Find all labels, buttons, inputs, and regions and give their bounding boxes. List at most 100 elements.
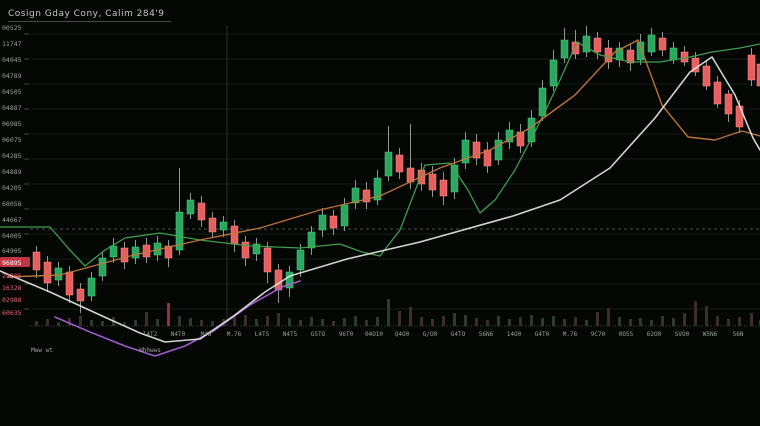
y-axis-price-chip-label: 96895 xyxy=(2,259,22,267)
volume-bar xyxy=(738,317,741,326)
y-axis-label: 44667 xyxy=(2,216,22,224)
y-axis-label: 06075 xyxy=(2,136,22,144)
candle-up xyxy=(494,139,503,161)
y-axis-label: 04505 xyxy=(2,88,22,96)
candle-down xyxy=(32,251,41,271)
volume-bar xyxy=(255,319,258,326)
volume-bar xyxy=(398,311,401,326)
candle-up xyxy=(318,214,327,231)
candle-down xyxy=(208,217,217,233)
candle-down xyxy=(120,247,129,263)
y-axis-label: 29205 xyxy=(2,272,22,280)
volume-bar xyxy=(354,316,357,326)
chart-title: Cosign Gday Cony, Calim 284'9 xyxy=(8,9,171,22)
volume-bar xyxy=(683,313,686,326)
candle-up xyxy=(219,221,228,231)
candle-down xyxy=(747,54,756,81)
x-axis-label: Whhwws xyxy=(139,347,161,354)
volume-bar xyxy=(365,320,368,326)
volume-bar xyxy=(101,321,104,326)
x-axis-label: Q4O0 xyxy=(395,331,410,338)
volume-bar xyxy=(178,316,181,326)
volume-bar xyxy=(629,319,632,326)
candle-up xyxy=(373,177,382,201)
candle-up xyxy=(307,231,316,249)
volume-bar xyxy=(145,312,148,326)
x-axis-label: L4T5 xyxy=(255,331,270,338)
x-axis-label: 9C70 xyxy=(591,331,606,338)
volume-bar xyxy=(200,320,203,326)
candle-up xyxy=(450,164,459,193)
candle-down xyxy=(756,63,760,87)
candle-up xyxy=(98,257,107,277)
candle-up xyxy=(285,271,294,289)
x-axis-label: l4T2 xyxy=(143,331,158,338)
candle-down xyxy=(395,154,404,173)
volume-bar xyxy=(750,313,753,326)
candle-down xyxy=(329,215,338,229)
volume-bar xyxy=(716,316,719,326)
y-axis-label: 06985 xyxy=(2,120,22,128)
x-axis-label: 56N xyxy=(733,331,744,338)
x-axis-label: N4T0 xyxy=(171,331,186,338)
candle-up xyxy=(87,277,96,297)
candle-down xyxy=(76,288,85,302)
ma-white-line xyxy=(0,56,760,343)
volume-bar xyxy=(321,319,324,326)
candle-down xyxy=(164,245,173,259)
volume-bar xyxy=(156,319,159,326)
x-axis-label: M.76 xyxy=(563,331,578,338)
ma-green-line xyxy=(0,41,760,267)
volume-bar xyxy=(727,319,730,326)
candle-up xyxy=(647,34,656,53)
candle-down xyxy=(263,247,272,273)
volume-bar xyxy=(266,316,269,326)
candle-down xyxy=(230,225,239,245)
x-axis-label: 62O0 xyxy=(647,331,662,338)
x-axis-label: M4W xyxy=(201,331,212,338)
candle-down xyxy=(735,105,744,128)
candle-down xyxy=(43,261,52,284)
volume-bar xyxy=(486,320,489,326)
volume-bar xyxy=(244,315,247,326)
candle-down xyxy=(658,37,667,51)
candle-down xyxy=(197,202,206,221)
candle-up xyxy=(109,245,118,258)
ma-purple-line xyxy=(54,280,301,357)
volume-bar xyxy=(563,319,566,326)
volume-bar xyxy=(277,313,280,326)
y-axis-label: 04889 xyxy=(2,168,22,176)
volume-bar xyxy=(464,315,467,326)
y-axis-label: 04789 xyxy=(2,72,22,80)
volume-bar xyxy=(650,320,653,326)
volume-bar xyxy=(552,316,555,326)
volume-bar xyxy=(453,313,456,326)
volume-bar xyxy=(475,318,478,326)
candle-up xyxy=(560,39,569,59)
volume-bar xyxy=(497,316,500,326)
candle-down xyxy=(571,41,580,55)
volume-bar xyxy=(376,317,379,326)
volume-bar xyxy=(409,307,412,326)
candle-up xyxy=(636,41,645,61)
candle-up xyxy=(296,249,305,271)
price-chip xyxy=(0,257,30,267)
candle-down xyxy=(516,131,525,147)
volume-bar xyxy=(310,317,313,326)
x-axis-label: G4T0 xyxy=(535,331,550,338)
volume-bar xyxy=(607,308,610,326)
candle-down xyxy=(362,189,371,203)
y-axis-label: 60635 xyxy=(2,309,22,317)
candle-down xyxy=(702,65,711,87)
candle-up xyxy=(527,117,536,143)
volume-bar xyxy=(694,301,697,326)
volume-bar xyxy=(387,299,390,326)
volume-bar xyxy=(661,316,664,326)
volume-bar xyxy=(167,303,170,326)
candle-down xyxy=(713,81,722,105)
y-axis-label: 04045 xyxy=(2,56,22,64)
volume-bar xyxy=(46,319,49,326)
volume-bar xyxy=(574,317,577,326)
volume-bar xyxy=(596,312,599,326)
